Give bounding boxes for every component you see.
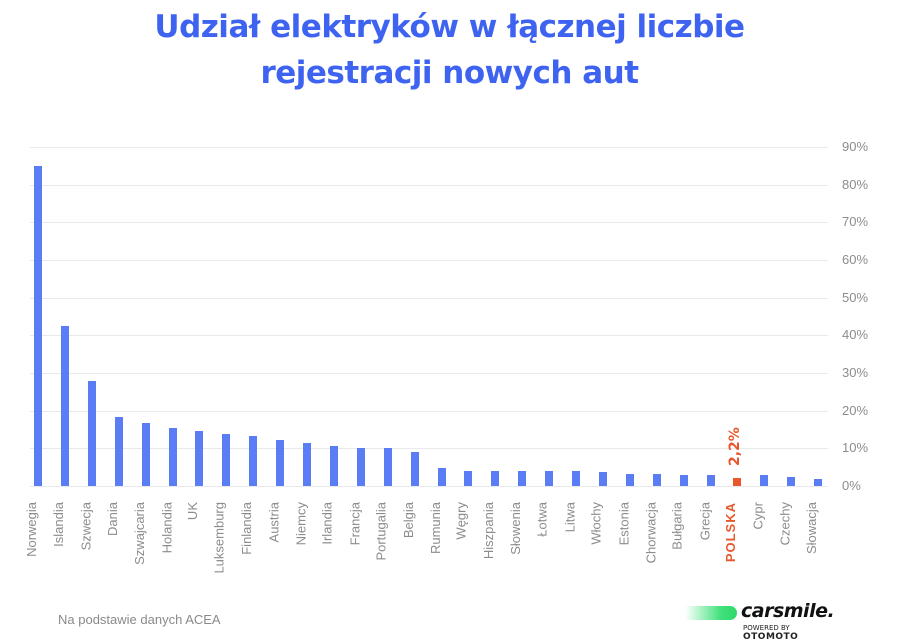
bar-dania — [115, 417, 123, 486]
x-tick-label: Węgry — [454, 502, 469, 540]
x-tick-label: Bułgaria — [670, 502, 685, 550]
gridline — [30, 222, 828, 223]
bar-belgia — [411, 452, 419, 486]
x-tick-label: Estonia — [616, 502, 631, 546]
gridline — [30, 147, 828, 148]
chart-title-line-1: Udział elektryków w łącznej liczbie — [154, 9, 745, 45]
bar-niemcy — [303, 443, 311, 486]
bar-polska — [733, 478, 741, 486]
bar-szwajcaria — [142, 423, 150, 486]
bar-austria — [276, 440, 284, 486]
bar-estonia — [626, 474, 634, 486]
bar-bułgaria — [680, 475, 688, 486]
x-tick-label: UK — [185, 502, 200, 521]
x-tick-label: Hiszpania — [481, 502, 496, 560]
y-tick-label: 80% — [842, 177, 869, 192]
x-tick-label: Portugalia — [374, 502, 389, 561]
bar-słowenia — [518, 471, 526, 486]
gridline — [30, 411, 828, 412]
x-tick-label: Francja — [347, 502, 362, 546]
gridline — [30, 373, 828, 374]
logo-brand: carsmile. — [741, 600, 835, 622]
x-tick-label: Szwajcaria — [132, 502, 147, 565]
x-tick-label: Słowacja — [804, 502, 819, 555]
x-tick-label: Dania — [105, 502, 120, 536]
y-tick-label: 0% — [842, 478, 861, 493]
bar-finlandia — [249, 436, 257, 486]
chart-title-line-2: rejestracji nowych aut — [260, 55, 639, 91]
x-tick-label: Islandia — [51, 502, 66, 547]
y-tick-label: 70% — [842, 214, 869, 229]
gridline — [30, 298, 828, 299]
x-tick-label: Niemcy — [293, 502, 308, 546]
y-tick-label: 90% — [842, 139, 869, 154]
x-tick-label: Luksemburg — [212, 502, 227, 574]
source-note: Na podstawie danych ACEA — [58, 612, 221, 627]
bar-francja — [357, 448, 365, 486]
gridline — [30, 335, 828, 336]
y-tick-label: 40% — [842, 327, 869, 342]
bar-norwegia — [34, 166, 42, 486]
polska-value-label: 2,2% — [727, 427, 743, 466]
x-tick-label: Cypr — [750, 502, 765, 530]
gridline — [30, 448, 828, 449]
bar-cypr — [760, 475, 768, 486]
bar-grecja — [707, 475, 715, 486]
bar-luksemburg — [222, 434, 230, 486]
x-tick-label: Chorwacja — [643, 502, 658, 564]
gridline — [30, 260, 828, 261]
x-tick-label: Austria — [266, 502, 281, 543]
bar-włochy — [599, 472, 607, 486]
x-tick-label: Czechy — [777, 502, 792, 546]
x-tick-label: Szwecja — [78, 502, 93, 551]
y-tick-label: 10% — [842, 440, 869, 455]
chart-title: Udział elektryków w łącznej liczbie reje… — [0, 4, 899, 96]
bar-szwecja — [88, 381, 96, 486]
x-tick-label: Słowenia — [508, 502, 523, 555]
bar-chorwacja — [653, 474, 661, 486]
bar-czechy — [787, 477, 795, 486]
x-tick-label: Rumunia — [428, 502, 443, 555]
gridline — [30, 486, 828, 487]
bar-uk — [195, 431, 203, 486]
bar-litwa — [572, 471, 580, 486]
y-tick-label: 60% — [842, 252, 869, 267]
y-tick-label: 30% — [842, 365, 869, 380]
bar-węgry — [464, 471, 472, 486]
x-tick-label: Holandia — [159, 502, 174, 554]
x-tick-label: Irlandia — [320, 502, 335, 545]
logo-powered-by: POWERED BY OTOMOTO — [743, 624, 799, 642]
x-tick-label: Litwa — [562, 502, 577, 533]
logo-swoosh-icon — [685, 606, 737, 620]
y-tick-label: 50% — [842, 290, 869, 305]
bar-łotwa — [545, 471, 553, 486]
bar-portugalia — [384, 448, 392, 486]
y-tick-label: 20% — [842, 403, 869, 418]
bar-islandia — [61, 326, 69, 486]
x-tick-label: POLSKA — [723, 502, 738, 563]
bar-hiszpania — [491, 471, 499, 486]
x-tick-label: Belgia — [401, 502, 416, 539]
x-tick-label: Włochy — [589, 502, 604, 545]
bar-irlandia — [330, 446, 338, 486]
x-tick-label: Finlandia — [239, 502, 254, 555]
carsmile-logo: carsmile. POWERED BY OTOMOTO — [685, 600, 845, 642]
bar-holandia — [169, 428, 177, 486]
x-tick-label: Norwegia — [24, 502, 39, 557]
x-tick-label: Grecja — [697, 502, 712, 541]
x-tick-label: Łotwa — [535, 502, 550, 537]
bar-słowacja — [814, 479, 822, 486]
gridline — [30, 185, 828, 186]
bar-rumunia — [438, 468, 446, 486]
